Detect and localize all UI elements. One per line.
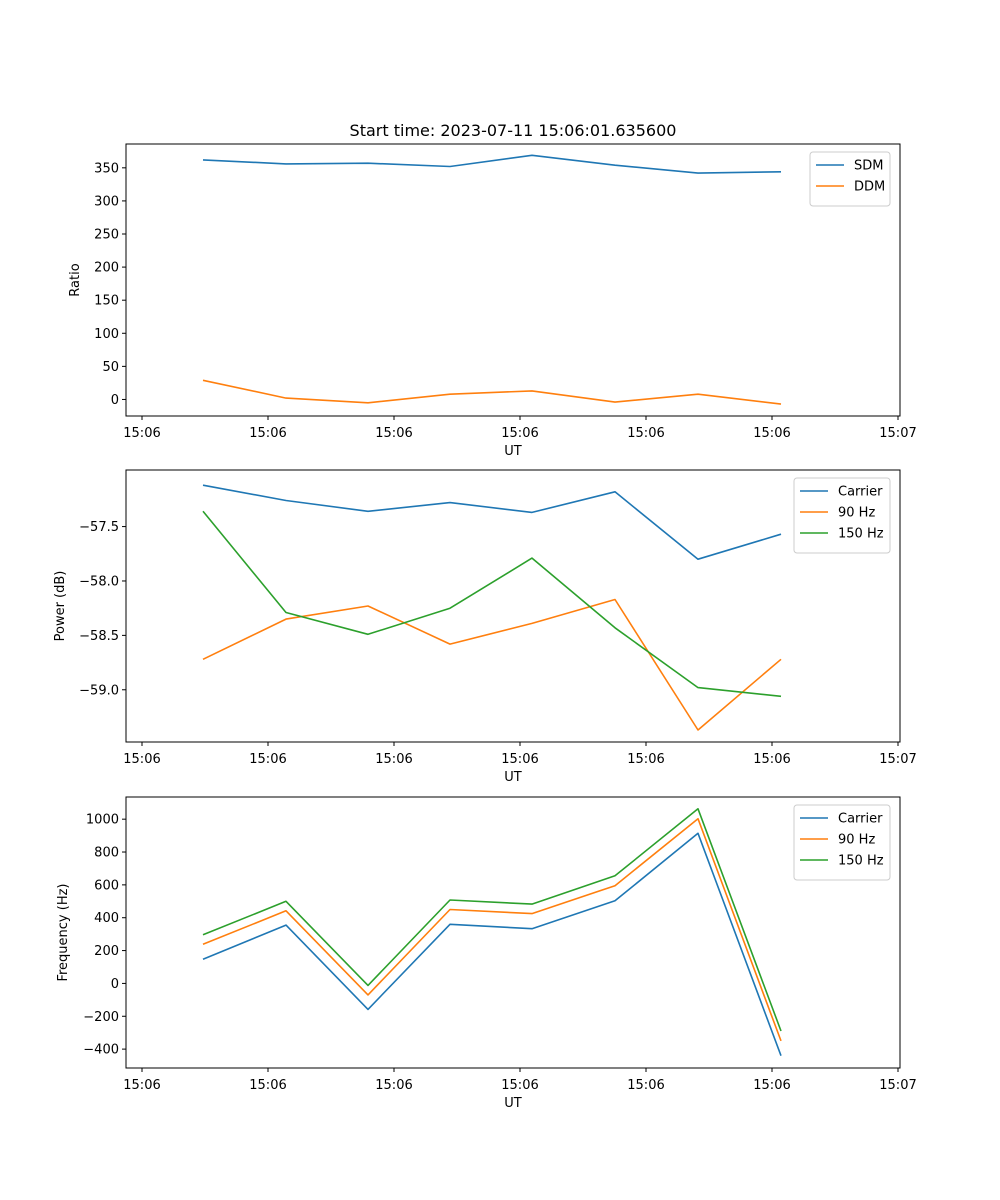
legend-box xyxy=(793,477,891,554)
y-tick-label: 150 xyxy=(94,294,119,309)
series-line-carrier xyxy=(202,832,782,1056)
y-axis-label: Power (dB) xyxy=(53,571,68,642)
x-tick-label: 15:06 xyxy=(123,752,160,767)
y-tick-label: −57.5 xyxy=(79,520,119,535)
plot-frame xyxy=(125,143,901,417)
x-tick-label: 15:06 xyxy=(627,426,664,441)
y-tick-label: −59.0 xyxy=(79,683,119,698)
y-tick-label: 0 xyxy=(111,393,119,408)
x-tick-label: 15:07 xyxy=(879,752,916,767)
legend: Carrier 90 Hz 150 Hz xyxy=(793,804,891,881)
y-axis-label: Frequency (Hz) xyxy=(56,883,71,981)
panels: 15:06 15:06 15:06 15:06 15:06 15:06 15:07 0 50 10… xyxy=(53,143,917,1111)
y-tick-label: 100 xyxy=(94,327,119,342)
x-axis-label: UT xyxy=(504,770,522,785)
y-tick-label: 200 xyxy=(94,944,119,959)
x-tick-label: 15:06 xyxy=(753,1078,790,1093)
x-tick-label: 15:06 xyxy=(753,426,790,441)
series-line-carrier xyxy=(202,484,782,561)
x-tick-label: 15:06 xyxy=(375,426,412,441)
y-tick-label: 1000 xyxy=(86,813,119,828)
series-line-90-hz xyxy=(202,817,782,1042)
y-tick-label: 0 xyxy=(111,977,119,992)
y-tick-label: 200 xyxy=(94,261,119,276)
series-line-ddm xyxy=(202,379,782,405)
x-axis-label: UT xyxy=(504,444,522,459)
chart-panel-3: 15:06 15:06 15:06 15:06 15:06 15:06 15:07 −400 −… xyxy=(56,796,917,1111)
x-tick-label: 15:06 xyxy=(501,1078,538,1093)
x-tick-label: 15:06 xyxy=(123,426,160,441)
legend: Carrier 90 Hz 150 Hz xyxy=(793,477,891,554)
y-tick-label: 350 xyxy=(94,161,119,176)
x-tick-label: 15:06 xyxy=(501,426,538,441)
y-tick-label: 800 xyxy=(94,846,119,861)
y-tick-label: 600 xyxy=(94,878,119,893)
x-tick-label: 15:07 xyxy=(879,1078,916,1093)
legend-label: DDM xyxy=(854,180,885,195)
legend: SDM DDM xyxy=(809,151,891,207)
x-tick-label: 15:06 xyxy=(249,752,286,767)
series-line-sdm xyxy=(202,154,782,174)
y-tick-label: −400 xyxy=(83,1043,119,1058)
x-tick-label: 15:06 xyxy=(249,1078,286,1093)
legend-label: Carrier xyxy=(838,485,883,500)
series-line-150-hz xyxy=(202,807,782,1032)
legend-label: 90 Hz xyxy=(838,506,875,521)
legend-label: 150 Hz xyxy=(838,527,884,542)
legend-label: SDM xyxy=(854,159,883,174)
plot-frame xyxy=(125,469,901,743)
chart-panel-2: 15:06 15:06 15:06 15:06 15:06 15:06 15:07 −59.0… xyxy=(53,469,917,785)
legend-label: 90 Hz xyxy=(838,833,875,848)
x-tick-label: 15:06 xyxy=(753,752,790,767)
x-tick-label: 15:06 xyxy=(627,1078,664,1093)
x-tick-label: 15:06 xyxy=(375,1078,412,1093)
y-tick-label: −58.0 xyxy=(79,574,119,589)
y-tick-label: 50 xyxy=(102,360,119,375)
y-axis-label: Ratio xyxy=(68,263,83,296)
y-tick-label: −58.5 xyxy=(79,629,119,644)
y-tick-label: −200 xyxy=(83,1010,119,1025)
chart-panel-1: 15:06 15:06 15:06 15:06 15:06 15:06 15:07 0 50 10… xyxy=(68,143,917,459)
y-tick-label: 400 xyxy=(94,911,119,926)
legend-box xyxy=(793,804,891,881)
y-tick-label: 250 xyxy=(94,228,119,243)
plot-frame xyxy=(125,796,901,1069)
figure-title: Start time: 2023-07-11 15:06:01.635600 xyxy=(350,121,677,140)
x-tick-label: 15:06 xyxy=(627,752,664,767)
legend-label: Carrier xyxy=(838,812,883,827)
legend-label: 150 Hz xyxy=(838,854,884,869)
series-line-150-hz xyxy=(202,510,782,698)
y-tick-label: 300 xyxy=(94,194,119,209)
x-tick-label: 15:06 xyxy=(501,752,538,767)
x-tick-label: 15:07 xyxy=(879,426,916,441)
x-tick-label: 15:06 xyxy=(249,426,286,441)
x-tick-label: 15:06 xyxy=(375,752,412,767)
x-tick-label: 15:06 xyxy=(123,1078,160,1093)
x-axis-label: UT xyxy=(504,1096,522,1111)
